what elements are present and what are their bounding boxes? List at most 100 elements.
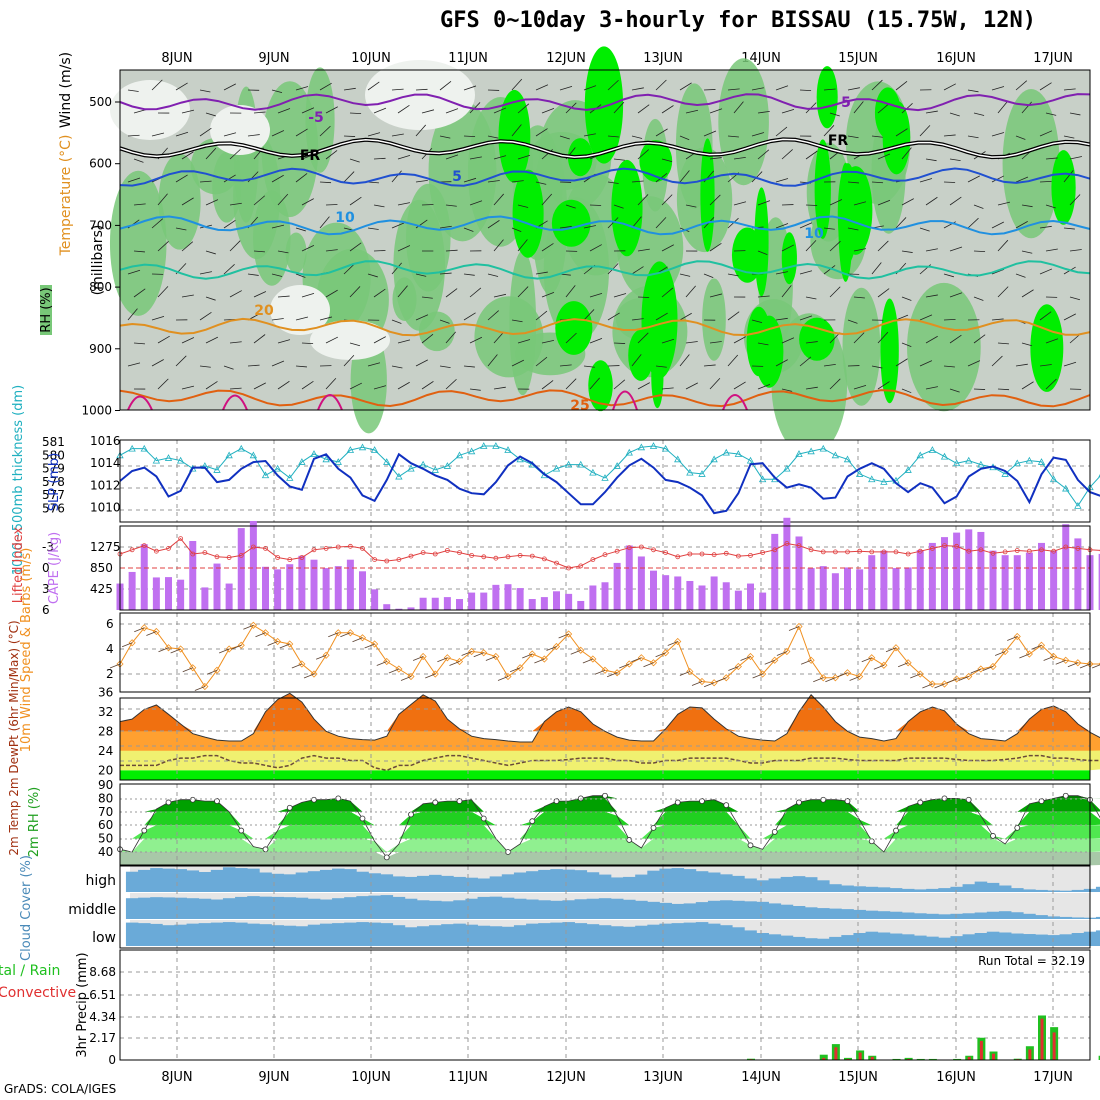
cloud-cell-high-57 [817,880,830,892]
surface-wind-barb-81 [1091,664,1100,669]
thickness-point-11 [249,451,258,459]
temp-tick-label-1: 32 [98,705,113,719]
cloud-cell-high-49 [720,874,733,892]
temperature-axis-label: Temperature (°C) [58,135,74,257]
wind-barb [901,388,912,394]
cloud-cell-low-15 [307,924,321,946]
wind-barb [295,86,309,91]
lifted-index-point-61 [857,548,863,554]
precip-convective-bar-65 [907,1058,911,1060]
cloud-cell-high-11 [259,872,272,892]
cloud-cell-low-36 [562,922,575,946]
cape-bar-55 [783,517,791,610]
wind-barb [607,312,620,321]
cloud-cell-high-41 [623,876,636,892]
cloud-cell-high-39 [598,874,612,892]
surface-wind-barb-3 [146,631,157,636]
wind-barb [493,386,506,390]
wind-barb [847,87,860,91]
surface-wind-barb-33 [509,667,521,673]
wind-barb [541,107,555,114]
cloud-cell-middle-21 [380,895,394,919]
lifted-index-point-41 [614,548,620,554]
surface-wind-barb-27 [437,657,448,663]
cloud-cell-middle-65 [914,913,927,919]
wind-speed-point-64 [892,644,900,652]
rh-point-70 [965,796,972,803]
wind-barb [295,227,306,232]
cloud-cell-low-41 [623,926,636,946]
cloud-cell-middle-29 [477,896,491,919]
lifted-index-point-64 [893,549,899,555]
rh-point-60 [844,798,851,804]
surface-wind-barb-57 [800,659,812,665]
cloud-cell-middle-52 [756,901,769,919]
surface-wind-barb-25 [412,656,424,661]
wind-barb [799,270,813,275]
wind-barb [925,158,937,162]
rh-point-14 [286,804,293,811]
thickness-point-37 [564,460,573,468]
cape-bar-38 [577,600,585,610]
cloud-cell-low-67 [938,937,951,946]
cloud-axis-label: Cloud Cover (%) [19,855,34,961]
rh-point-22 [383,854,390,861]
cloud-cell-low-6 [198,923,212,946]
cape-bar-13 [274,569,282,610]
cloud-cell-high-14 [295,872,309,892]
lifted-index-point-73 [1002,549,1008,555]
thickness-point-56 [795,450,803,457]
rh-saturated-blob-27 [880,298,899,404]
wind-barb [661,158,673,163]
lifted-index-point-9 [226,555,232,560]
thickness-tick-label-4: 577 [42,488,65,502]
wind-barb [463,227,474,232]
wind-barb [589,204,602,206]
thickness-point-46 [674,455,682,463]
wind-speed-point-9 [225,645,233,653]
lifted-index-point-21 [372,557,378,562]
cloud-cell-middle-76 [1047,916,1060,919]
cloud-cell-low-1 [138,923,151,946]
warm-surface-contour-1 [222,394,248,411]
cloud-cell-middle-73 [1011,912,1024,919]
wind-barb [967,135,979,139]
cloud-cell-low-40 [610,926,624,946]
li-tick-label-2: 3 [42,582,50,596]
thickness-point-74 [1013,459,1021,467]
cloud-cell-high-18 [344,869,357,892]
wind-barb [679,170,690,183]
lifted-index-point-68 [942,543,947,548]
cape-bar-11 [249,520,257,610]
rh-point-18 [335,795,342,802]
thickness-point-49 [710,455,718,463]
wind-barb [463,365,475,368]
surface-wind-barb-23 [388,668,400,674]
wind-barb [949,334,962,344]
lifted-index-line [119,537,1100,569]
thickness-point-8 [213,466,221,473]
wind-barb [805,150,818,160]
thickness-point-59 [831,451,840,459]
thickness-point-36 [552,464,561,472]
wind-barb [271,318,284,321]
wind-barb [367,273,378,278]
wind-barb [421,109,435,114]
wind-speed-point-19 [346,629,354,637]
thickness-point-53 [758,475,767,483]
wind-barb [925,386,938,390]
wind-barb [799,315,813,321]
cape-bar-10 [237,528,245,610]
cape-bar-68 [941,537,948,610]
cloud-cell-low-32 [513,925,527,946]
lifted-index-point-77 [1051,548,1057,554]
cape-bar-8 [213,563,221,610]
rh-surface-axis-label: 2m RH (%) [27,787,42,858]
wind-barb [391,222,405,229]
cloud-cell-low-73 [1011,933,1024,946]
cape-bar-32 [504,584,512,610]
cloud-cell-low-74 [1023,934,1036,946]
wind-barb [493,193,504,206]
wind-barb [775,317,788,321]
cloud-cell-high-35 [550,869,563,892]
